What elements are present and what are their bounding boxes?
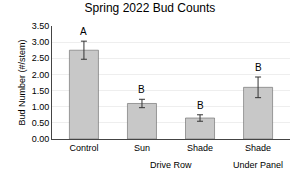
svg-text:1.50: 1.50 [32, 86, 50, 96]
svg-text:Under Panel: Under Panel [233, 160, 283, 170]
svg-text:0.50: 0.50 [32, 118, 50, 128]
svg-text:Shade: Shade [187, 143, 213, 153]
svg-text:Bud Number (#/stem): Bud Number (#/stem) [17, 39, 27, 125]
svg-text:3.00: 3.00 [32, 37, 50, 47]
svg-text:A: A [80, 26, 87, 37]
svg-text:2.00: 2.00 [32, 70, 50, 80]
svg-text:B: B [255, 62, 262, 73]
svg-text:Sun: Sun [134, 143, 150, 153]
svg-text:B: B [138, 84, 145, 95]
svg-text:Drive Row: Drive Row [150, 160, 192, 170]
svg-text:3.50: 3.50 [32, 21, 50, 31]
svg-text:1.00: 1.00 [32, 102, 50, 112]
svg-text:B: B [197, 100, 204, 111]
svg-text:Control: Control [69, 143, 98, 153]
svg-text:2.50: 2.50 [32, 53, 50, 63]
svg-text:Shade: Shade [245, 143, 271, 153]
svg-text:Spring 2022 Bud Counts: Spring 2022 Bud Counts [85, 1, 216, 15]
svg-text:0.00: 0.00 [32, 134, 50, 144]
